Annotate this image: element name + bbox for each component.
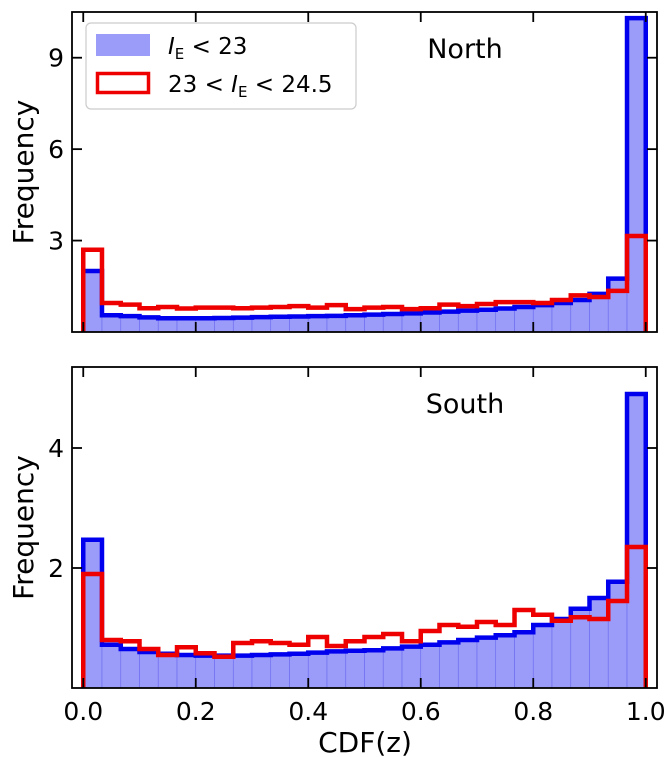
bar-filled [495,634,515,689]
bar-filled [345,650,365,689]
bar-filled [214,655,234,689]
bar-filled [82,539,103,689]
bar-filled [401,313,422,333]
bar-filled [364,649,384,689]
bar-filled [326,651,347,689]
bar-filled [607,278,628,333]
panel-south: 0.0 0.2 0.4 0.6 0.8 1.0 2 4 Frequency South [7,366,666,726]
bar-filled [514,306,534,333]
bar-filled [82,270,103,333]
panel-title: North [427,34,503,65]
axes-frame [71,366,658,689]
bar-filled [364,314,384,333]
bar-filled [139,651,159,689]
legend-label: 23 < IE < 24.5 [168,72,333,101]
legend: IE < 23 23 < IE < 24.5 [85,22,357,110]
bar-filled [270,654,290,689]
bar-filled [626,393,647,689]
bar-filled [495,308,515,333]
series-line-filled-edge [81,15,648,332]
bar-filled [232,655,253,689]
bar-filled [176,654,197,689]
x-tick-label: 1.0 [626,697,666,726]
bar-filled [120,648,140,689]
bar-filled [345,314,365,333]
bar-filled [382,313,403,333]
series-line-outline [81,544,648,688]
bar-filled [514,631,534,689]
bar-filled [439,311,459,333]
bar-filled [289,653,309,689]
x-tick-label: 0.0 [63,697,103,726]
y-tick-label: 4 [48,434,64,463]
bar-filled [195,655,215,689]
bar-filled [157,653,178,689]
x-tick-label: 0.6 [401,697,441,726]
bar-filled [457,639,478,689]
bar-filled [570,299,590,333]
x-tick-label: 0.4 [288,697,328,726]
bar-filled [439,642,459,689]
legend-swatch-outline [95,71,151,95]
y-tick-label: 9 [48,44,64,73]
bar-filled [101,314,122,333]
bar-filled [307,315,328,333]
panel-title: South [426,389,504,420]
bar-filled [551,618,572,689]
series-line-outline [81,233,648,332]
x-tick-label: 0.8 [513,697,553,726]
bar-filled [382,648,403,689]
legend-frame [85,22,357,110]
bar-filled [120,315,140,333]
bar-filled [420,644,440,689]
bar-filled [307,652,328,689]
axes-frame [71,11,658,333]
bar-filled [326,315,347,333]
x-axis-label: CDF(z) [318,726,412,757]
y-axis-label: Frequency [7,455,40,600]
bar-filled [589,293,609,333]
bar-filled [289,316,309,333]
bar-filled [420,312,440,333]
legend-swatch-filled [96,34,150,56]
bar-filled [476,309,497,333]
legend-label: IE < 23 [168,34,247,63]
bar-filled [270,316,290,333]
bar-filled [607,581,628,689]
bar-filled [401,646,422,689]
panel-north: 3 6 9 Frequency North [7,11,658,333]
bar-filled [532,304,553,333]
bar-filled [589,597,609,689]
y-tick-label: 3 [48,227,64,256]
x-tick-label: 0.2 [176,697,216,726]
bar-filled [626,17,647,333]
bar-filled [570,608,590,689]
bar-filled [476,637,497,689]
bar-filled [251,654,272,689]
y-tick-label: 6 [48,135,64,164]
y-axis-label: Frequency [7,100,40,245]
bar-filled [101,644,122,689]
bar-filled [532,624,553,689]
bar-filled [551,302,572,333]
bar-filled [457,310,478,333]
y-tick-label: 2 [48,554,64,583]
